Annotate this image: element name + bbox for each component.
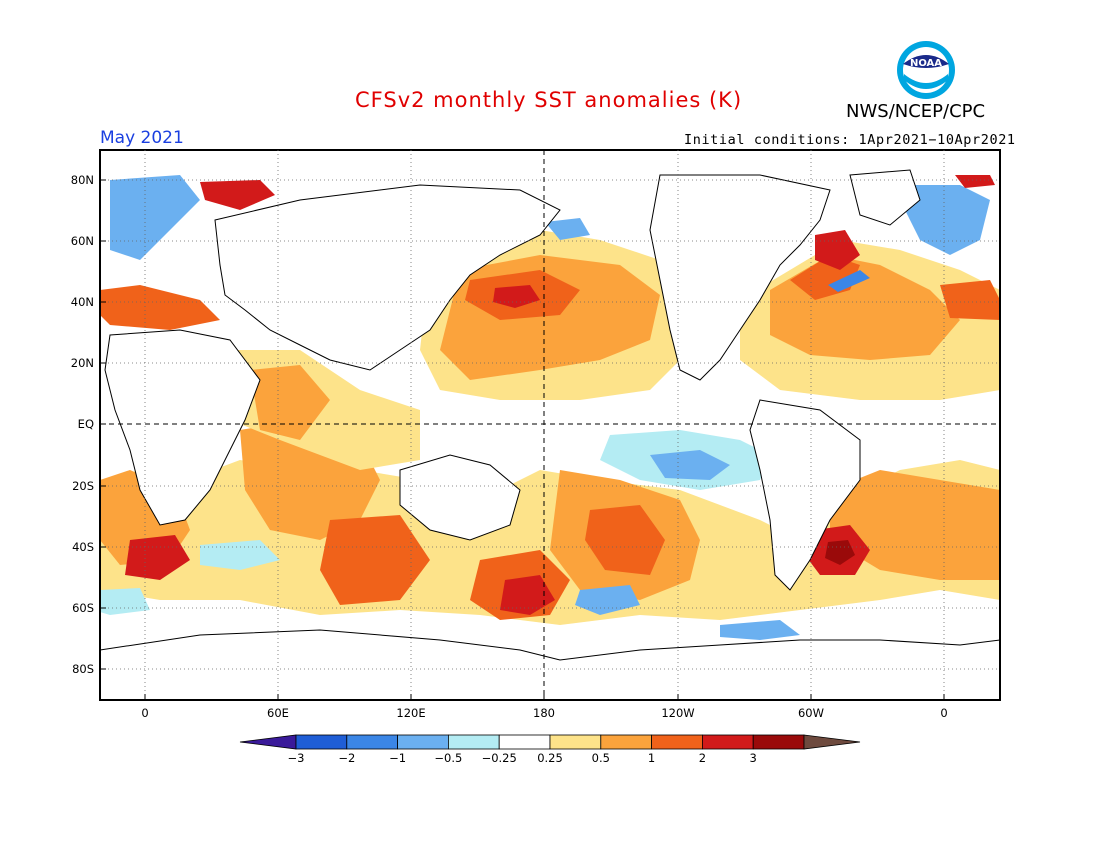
map-frame <box>99 149 1001 701</box>
colorbar-label: −2 <box>338 751 355 765</box>
noaa-logo-icon: NOAA <box>897 41 955 99</box>
cold-patch-south-pacific <box>575 585 640 615</box>
very-hot-patch-argentina <box>825 540 855 565</box>
colorbar-swatch <box>549 734 602 750</box>
very-hot-patch-labrador <box>815 230 860 270</box>
land-eurasia <box>214 184 561 371</box>
colorbar-swatch <box>346 734 398 750</box>
colorbar-label: 0.25 <box>537 751 563 765</box>
land-africa <box>104 329 261 526</box>
colorbar-label: −1 <box>389 751 406 765</box>
colorbar-label: −0.5 <box>434 751 462 765</box>
noaa-logo-text: NOAA <box>910 58 942 69</box>
lat-label: 20S <box>72 479 94 493</box>
sst-field <box>100 150 1000 700</box>
lat-label: 40S <box>72 540 94 554</box>
lon-label: 0 <box>141 706 148 720</box>
colorbar-label: 0.5 <box>592 751 610 765</box>
lon-label: 0 <box>940 706 947 720</box>
latitude-labels: 80N 60N 40N 20N EQ 20S 40S 60S 80S <box>71 173 94 676</box>
warm-patch-mediterranean <box>100 285 220 330</box>
continents <box>100 169 1000 700</box>
colorbar-swatch <box>295 734 348 750</box>
lat-label: 20N <box>71 356 94 370</box>
colorbar-swatch <box>600 734 652 750</box>
lon-label: 120W <box>661 706 694 720</box>
colorbar-label: −0.25 <box>482 751 517 765</box>
colorbar-swatch <box>752 734 805 750</box>
colorbar-label: 2 <box>699 751 706 765</box>
lon-label: 180 <box>533 706 555 720</box>
warm-patch-sw-atlantic <box>830 470 1000 580</box>
lat-label: EQ <box>78 417 94 431</box>
lat-label: 40N <box>71 295 94 309</box>
land-greenland <box>849 169 921 226</box>
warm-patch-indian <box>250 365 330 440</box>
cold-patch-indian-south <box>200 540 280 570</box>
lon-label: 60E <box>267 706 289 720</box>
lat-label: 80S <box>72 662 94 676</box>
cold-streak-labrador <box>828 270 870 292</box>
lat-label: 80N <box>71 173 94 187</box>
colorbar-arrow-high <box>803 734 861 750</box>
land-antarctica <box>100 629 1000 700</box>
colorbar-swatch <box>651 734 703 750</box>
land-north-america <box>649 174 831 381</box>
hot-patch-barents <box>200 180 275 210</box>
warm-patch-europe <box>940 280 1000 320</box>
lat-label: 60S <box>72 601 94 615</box>
forecast-month: May 2021 <box>100 128 184 148</box>
colorbar-swatch <box>447 734 500 750</box>
colorbar-swatch <box>397 734 449 750</box>
hot-patch-south-africa <box>125 535 190 580</box>
agency-label: NWS/NCEP/CPC <box>846 101 986 122</box>
lat-label: 60N <box>71 234 94 248</box>
longitude-labels: 0 60E 120E 180 120W 60W 0 <box>141 706 947 720</box>
hot-patch-sw-pacific <box>500 575 555 615</box>
colorbar-legend: −3 −2 −1 −0.5 −0.25 0.25 0.5 1 2 3 <box>239 734 861 765</box>
colorbar-label: 3 <box>750 751 757 765</box>
colorbar-label: −3 <box>288 751 305 765</box>
land-australia <box>399 454 521 541</box>
cold-patch-bering <box>545 218 590 240</box>
hot-patch-greenland-sea <box>955 175 995 188</box>
cold-patch-drake <box>720 620 800 640</box>
colorbar-label: 1 <box>648 751 655 765</box>
land-south-america <box>749 399 861 591</box>
hot-patch-south-pacific <box>585 505 665 575</box>
cold-patch-arctic-west <box>110 175 200 260</box>
colorbar-arrow-low <box>239 734 297 750</box>
initial-conditions: Initial conditions: 1Apr2021−10Apr2021 <box>684 132 1016 148</box>
hot-patch-indian <box>320 515 430 605</box>
ticks <box>100 179 945 700</box>
lon-label: 120E <box>396 706 425 720</box>
colorbar-swatch <box>702 734 754 750</box>
map-title: CFSv2 monthly SST anomalies (K) <box>355 88 743 112</box>
colorbar-swatch <box>498 734 551 750</box>
cold-patch-arctic-east <box>900 185 990 255</box>
cold-core-pacific <box>650 450 730 480</box>
lon-label: 60W <box>798 706 824 720</box>
